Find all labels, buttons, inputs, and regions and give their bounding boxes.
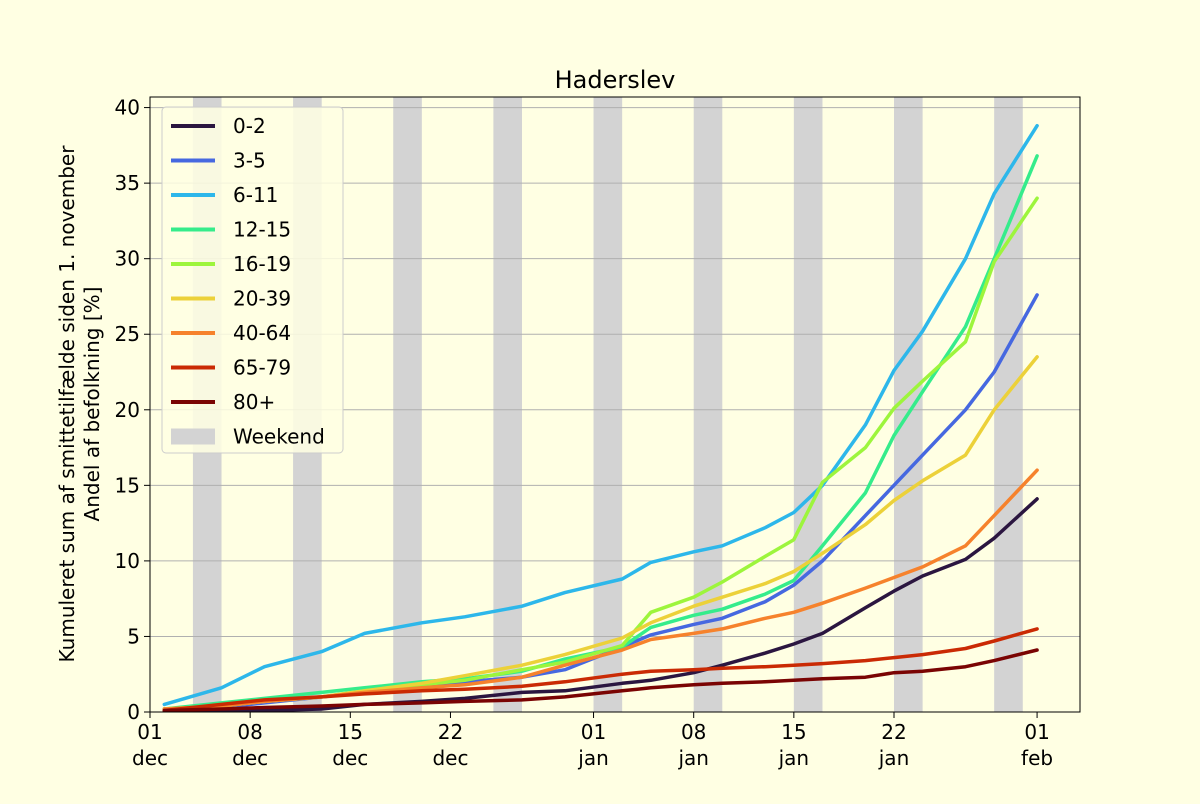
y-tick-label-35: 35 [115,171,140,195]
legend-label-20-39: 20-39 [233,287,291,311]
x-tick-label-day-6: 15 [781,720,806,744]
legend-label-6-11: 6-11 [233,183,278,207]
x-tick-label-month-1: dec [232,746,268,770]
y-tick-label-10: 10 [115,549,140,573]
y-tick-label-5: 5 [127,624,140,648]
y-axis-label-line1: Kumuleret sum af smittetilfælde siden 1.… [55,145,79,663]
x-tick-label-month-2: dec [332,746,368,770]
legend-label-3-5: 3-5 [233,149,266,173]
x-tick-label-month-8: feb [1021,746,1053,770]
y-axis: 0 5 10 15 20 25 30 35 40 [115,96,150,724]
y-tick-label-0: 0 [127,700,140,724]
y-tick-label-30: 30 [115,247,140,271]
series-line-12-15 [162,154,1039,711]
y-axis-label-line2: Andel af befolkning [%] [80,287,104,522]
weekend-band-3 [493,97,522,712]
x-axis: 01dec08dec15dec22dec01jan08jan15jan22jan… [132,712,1053,770]
y-tick-label-20: 20 [115,398,140,422]
y-tick-label-15: 15 [115,473,140,497]
legend-label-80+: 80+ [233,390,275,414]
legend-label-65-79: 65-79 [233,356,291,380]
x-tick-label-month-5: jan [677,746,709,770]
x-tick-label-day-1: 08 [237,720,262,744]
y-tick-label-25: 25 [115,322,140,346]
legend-label-16-19: 16-19 [233,252,291,276]
x-tick-label-day-3: 22 [438,720,463,744]
x-tick-label-day-0: 01 [137,720,162,744]
legend-label-0-2: 0-2 [233,114,266,138]
series-lines [162,123,1039,713]
x-tick-label-day-4: 01 [581,720,606,744]
x-tick-label-month-6: jan [778,746,810,770]
legend-label-weekend: Weekend [233,425,325,449]
weekend-band-4 [593,97,623,712]
x-tick-label-day-8: 01 [1024,720,1049,744]
x-tick-label-month-4: jan [577,746,609,770]
series-line-6-11 [162,123,1039,707]
series-line-80+ [162,648,1039,713]
x-tick-label-day-2: 15 [338,720,363,744]
legend-label-12-15: 12-15 [233,218,291,242]
x-tick-label-month-7: jan [878,746,910,770]
x-tick-label-month-0: dec [132,746,168,770]
legend: 0-2 3-5 6-11 12-15 16-19 20-39 40-64 65-79 80+ We… [161,106,344,454]
y-tick-label-40: 40 [115,96,140,120]
legend-label-40-64: 40-64 [233,321,291,345]
x-tick-label-day-7: 22 [881,720,906,744]
x-tick-label-month-3: dec [432,746,468,770]
weekend-band-2 [393,97,422,712]
x-tick-label-day-5: 08 [681,720,706,744]
legend-swatch-weekend [171,428,215,445]
series-line-65-79 [162,627,1039,713]
chart-title: Haderslev [555,66,676,94]
plot-frame [149,96,1081,713]
weekend-band-6 [793,97,823,712]
